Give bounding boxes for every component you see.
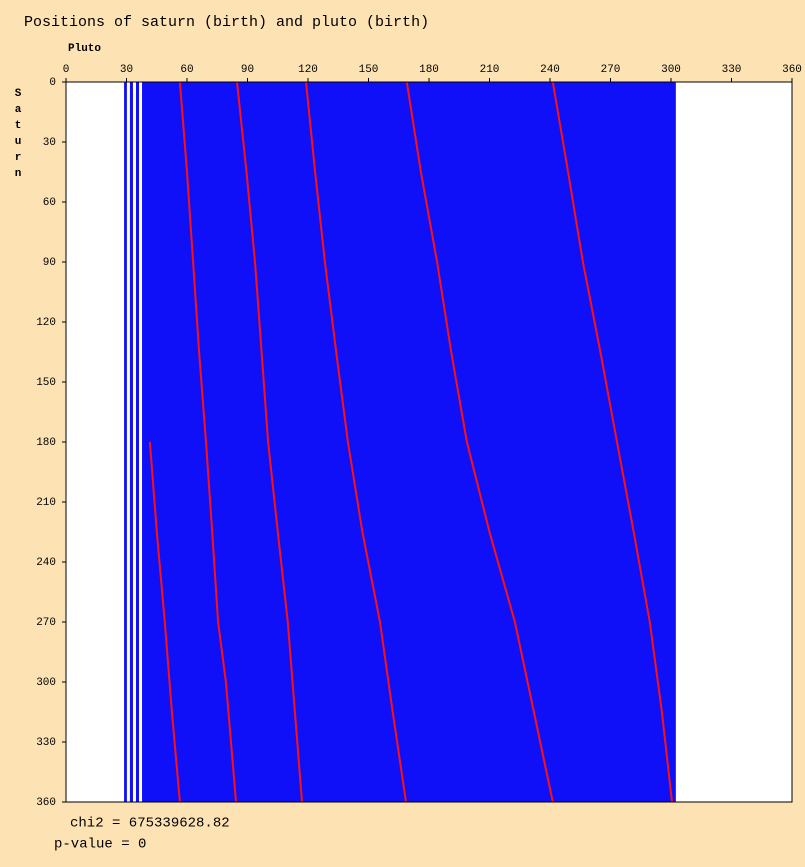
y-tick-label: 150 — [36, 377, 56, 389]
trace — [148, 441, 181, 803]
band — [124, 82, 127, 802]
y-tick-label: 210 — [36, 497, 56, 509]
chart-title: Positions of saturn (birth) and pluto (b… — [24, 14, 429, 31]
y-tick-label: 60 — [43, 197, 56, 209]
x-tick-label: 0 — [63, 64, 70, 76]
band — [129, 82, 133, 802]
x-tick-label: 90 — [241, 64, 254, 76]
trace — [236, 81, 303, 803]
x-tick-label: 240 — [540, 64, 560, 76]
x-tick-label: 210 — [480, 64, 500, 76]
y-tick-label: 240 — [36, 557, 56, 569]
trace — [305, 81, 407, 803]
x-tick-label: 270 — [601, 64, 621, 76]
y-tick-label: 120 — [36, 317, 56, 329]
x-tick-label: 60 — [180, 64, 193, 76]
y-tick-label: 0 — [49, 77, 56, 89]
y-tick-label: 30 — [43, 137, 56, 149]
footer-text: p-value = 0 — [54, 837, 146, 853]
x-tick-label: 180 — [419, 64, 439, 76]
x-axis-label: Pluto — [68, 43, 101, 55]
x-tick-label: 330 — [722, 64, 742, 76]
y-tick-label: 180 — [36, 437, 56, 449]
x-tick-label: 120 — [298, 64, 318, 76]
y-tick-label: 90 — [43, 257, 56, 269]
x-tick-label: 360 — [782, 64, 802, 76]
trace — [178, 81, 237, 803]
x-tick-label: 30 — [120, 64, 133, 76]
y-tick-label: 300 — [36, 677, 56, 689]
y-tick-label: 330 — [36, 737, 56, 749]
trace — [405, 81, 554, 803]
y-tick-label: 360 — [36, 797, 56, 809]
x-tick-label: 150 — [359, 64, 379, 76]
trace — [551, 81, 673, 803]
y-axis-label: Saturn — [12, 88, 24, 184]
y-tick-label: 270 — [36, 617, 56, 629]
footer-text: chi2 = 675339628.82 — [70, 816, 230, 832]
band — [135, 82, 140, 802]
x-tick-label: 300 — [661, 64, 681, 76]
band — [142, 82, 676, 802]
